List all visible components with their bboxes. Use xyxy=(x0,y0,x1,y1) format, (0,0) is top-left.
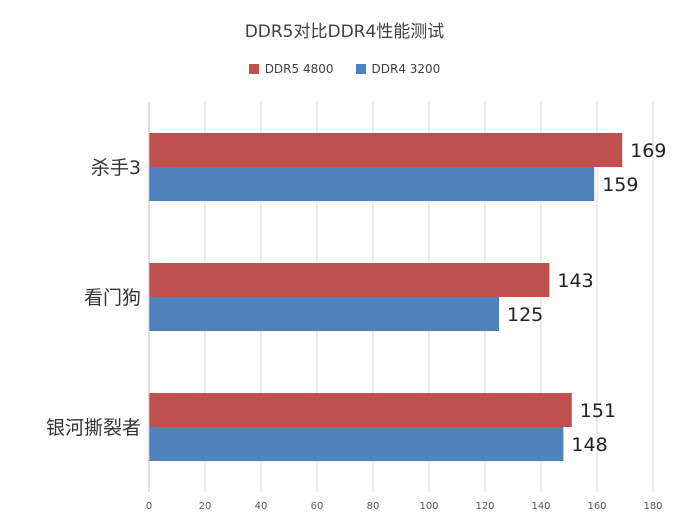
x-tick-label: 160 xyxy=(587,501,606,512)
legend-item-ddr4: DDR4 3200 xyxy=(355,62,441,76)
chart-title: DDR5对比DDR4性能测试 xyxy=(244,22,445,42)
legend: DDR5 4800 DDR4 3200 xyxy=(0,62,689,76)
data-label: 151 xyxy=(580,400,616,422)
legend-label-ddr4: DDR4 3200 xyxy=(371,62,441,76)
x-tick-label: 20 xyxy=(199,501,212,512)
x-tick-label: 60 xyxy=(311,501,324,512)
data-label: 143 xyxy=(557,270,593,292)
data-label: 169 xyxy=(630,140,666,162)
x-tick-label: 100 xyxy=(419,501,438,512)
legend-swatch-ddr5 xyxy=(248,64,259,74)
legend-item-ddr5: DDR5 4800 xyxy=(248,62,334,76)
bar xyxy=(149,393,572,427)
x-tick-label: 180 xyxy=(643,501,662,512)
x-tick-label: 120 xyxy=(475,501,494,512)
data-label: 148 xyxy=(571,434,607,456)
bar xyxy=(149,133,623,167)
legend-label-ddr5: DDR5 4800 xyxy=(264,62,334,76)
x-tick-label: 80 xyxy=(367,501,380,512)
bar xyxy=(149,297,499,331)
category-label: 银河撕裂者 xyxy=(46,417,141,439)
category-label: 看门狗 xyxy=(84,287,141,309)
bar xyxy=(149,263,550,297)
x-tick-label: 140 xyxy=(531,501,550,512)
x-tick-label: 0 xyxy=(146,501,152,512)
category-label: 杀手3 xyxy=(91,157,141,179)
x-tick-label: 40 xyxy=(255,501,268,512)
legend-swatch-ddr4 xyxy=(355,64,366,74)
bar xyxy=(149,427,564,461)
data-label: 159 xyxy=(602,174,638,196)
data-label: 125 xyxy=(507,304,543,326)
bar xyxy=(149,167,595,201)
